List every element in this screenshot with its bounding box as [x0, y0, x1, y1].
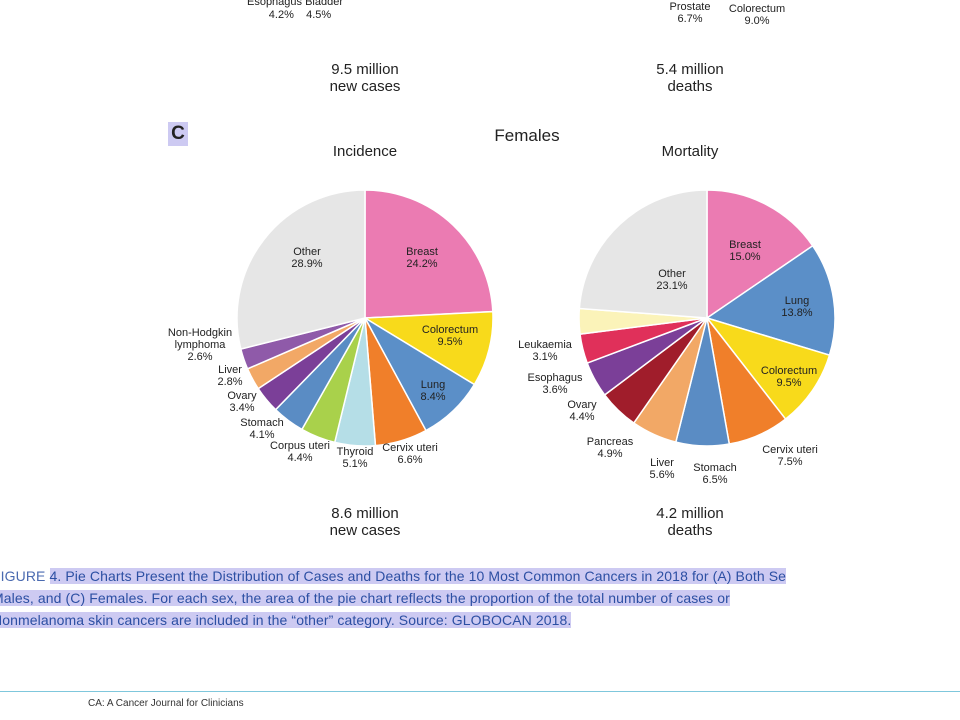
slice-value: 5.6%: [649, 469, 675, 481]
footer: CA: A Cancer Journal for Clinicians: [88, 698, 244, 709]
slice-label: Liver 5.6%: [649, 457, 674, 481]
slice-label: Ovary 4.4%: [567, 399, 596, 423]
slice-name: Colorectum: [760, 365, 818, 377]
slice-value: 5.1%: [342, 458, 368, 470]
slice-name: Ovary: [567, 399, 597, 411]
slice-label: Cervix uteri 6.6%: [382, 442, 438, 466]
slice-name: Cervix uteri: [382, 442, 438, 454]
slice-label: Breast 24.2%: [406, 246, 438, 270]
slice-value: 4.9%: [597, 448, 623, 460]
total: 4.2 million deaths: [656, 505, 724, 539]
total: 9.5 million new cases: [329, 61, 401, 95]
slice-name: Non-Hodgkin lymphoma: [167, 327, 233, 351]
slice-label: Thyroid 5.1%: [337, 446, 374, 470]
slice-value: 23.1%: [656, 280, 688, 292]
slice-value: 24.2%: [406, 258, 438, 270]
pie-slice: [705, 244, 836, 357]
slice-name: Colorectum: [421, 324, 479, 336]
slice-label: Pancreas 4.9%: [587, 436, 633, 460]
slice-label: Colorectum 9.5%: [761, 365, 817, 389]
cropped-label: Colorectum 9.0%: [728, 3, 786, 27]
total-line: 8.6 million: [331, 505, 399, 522]
slice-name: Stomach: [240, 417, 284, 429]
panel-label: C: [168, 122, 188, 146]
slice-name: Lung: [420, 379, 446, 391]
slice-label: Other 23.1%: [656, 268, 687, 292]
caption-line: Nonmelanoma skin cancers are included in…: [0, 612, 572, 628]
slice-value: 4.4%: [287, 452, 313, 464]
slice-value: 8.4%: [420, 391, 446, 403]
total-line: deaths: [667, 522, 713, 539]
slice-label: Colorectum 9.5%: [422, 324, 478, 348]
slice-value: 2.8%: [217, 376, 243, 388]
slice-name: Other: [658, 268, 686, 280]
pie-slice: [236, 189, 366, 350]
slice-name: Ovary: [227, 390, 257, 402]
total-line: new cases: [329, 522, 401, 539]
slice-value: 3.6%: [542, 384, 568, 396]
slice-name: Liver: [218, 364, 242, 376]
slice-name: Leukaemia: [518, 339, 572, 351]
cropped-label: Prostate 6.7%: [669, 1, 711, 25]
slice-label: Lung 8.4%: [420, 379, 445, 403]
slice-name: Lung: [784, 295, 810, 307]
slice-name: Thyroid: [336, 446, 374, 458]
slice-name: Liver: [650, 457, 674, 469]
slice-value: 9.5%: [437, 336, 463, 348]
chart-title: Mortality: [661, 143, 719, 160]
slice-label: Breast 15.0%: [729, 239, 761, 263]
pie-slice: [578, 189, 708, 319]
slice-name: Esophagus: [527, 372, 583, 384]
chart-title: Incidence: [332, 143, 398, 160]
footer-rule: [0, 691, 960, 692]
slice-label: Lung 13.8%: [781, 295, 812, 319]
pie-slice: [706, 189, 814, 320]
slice-name: Breast: [406, 246, 438, 258]
slice-name: Stomach: [693, 462, 737, 474]
slice-value: 9.5%: [776, 377, 802, 389]
caption-line: FIGURE 4. Pie Charts Present the Distrib…: [0, 568, 787, 584]
slice-value: 15.0%: [729, 251, 761, 263]
slice-label: Stomach 4.1%: [240, 417, 283, 441]
slice-label: Other 28.9%: [291, 246, 322, 270]
slice-name: Corpus uteri: [270, 440, 330, 452]
slice-label: Liver 2.8%: [217, 364, 242, 388]
slice-value: 28.9%: [291, 258, 323, 270]
slice-label: Non-Hodgkin lymphoma 2.6%: [161, 327, 239, 363]
slice-label: Cervix uteri 7.5%: [762, 444, 818, 468]
pie-slice: [364, 189, 494, 319]
slice-name: Pancreas: [586, 436, 634, 448]
total: 5.4 million deaths: [656, 61, 724, 95]
slice-name: Other: [293, 246, 321, 258]
slice-value: 2.6%: [187, 351, 213, 363]
slice-value: 3.1%: [532, 351, 558, 363]
slice-label: Stomach 6.5%: [693, 462, 736, 486]
slice-value: 4.4%: [569, 411, 595, 423]
total-line: 4.2 million: [656, 505, 724, 522]
pie-slice: [362, 310, 494, 386]
slice-label: Leukaemia 3.1%: [518, 339, 572, 363]
cropped-value: 4.2% 4.5%: [268, 9, 332, 21]
total: 8.6 million new cases: [330, 505, 401, 539]
slice-value: 6.6%: [397, 454, 423, 466]
slice-label: Ovary 3.4%: [227, 390, 256, 414]
slice-name: Breast: [729, 239, 761, 251]
slice-value: 6.5%: [702, 474, 728, 486]
panel-title: Females: [494, 126, 560, 145]
slice-value: 7.5%: [777, 456, 803, 468]
slice-value: 13.8%: [781, 307, 813, 319]
slice-value: 4.1%: [249, 429, 275, 441]
cropped-label: Esophagus Bladder: [246, 0, 344, 8]
pie-slice: [704, 316, 831, 421]
slice-value: 3.4%: [229, 402, 255, 414]
slice-name: Cervix uteri: [762, 444, 818, 456]
slice-label: Corpus uteri 4.4%: [270, 440, 330, 464]
caption-line: Males, and (C) Females. For each sex, th…: [0, 590, 730, 606]
slice-label: Esophagus 3.6%: [527, 372, 582, 396]
